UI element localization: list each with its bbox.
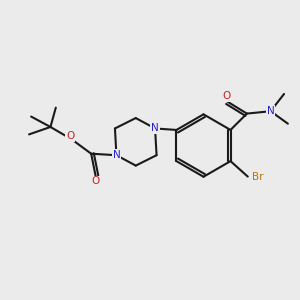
Text: Br: Br	[252, 172, 264, 182]
Text: O: O	[222, 92, 230, 101]
Text: O: O	[92, 176, 100, 186]
Text: N: N	[112, 150, 120, 160]
Text: N: N	[267, 106, 274, 116]
Text: N: N	[151, 124, 159, 134]
Text: O: O	[66, 131, 74, 142]
